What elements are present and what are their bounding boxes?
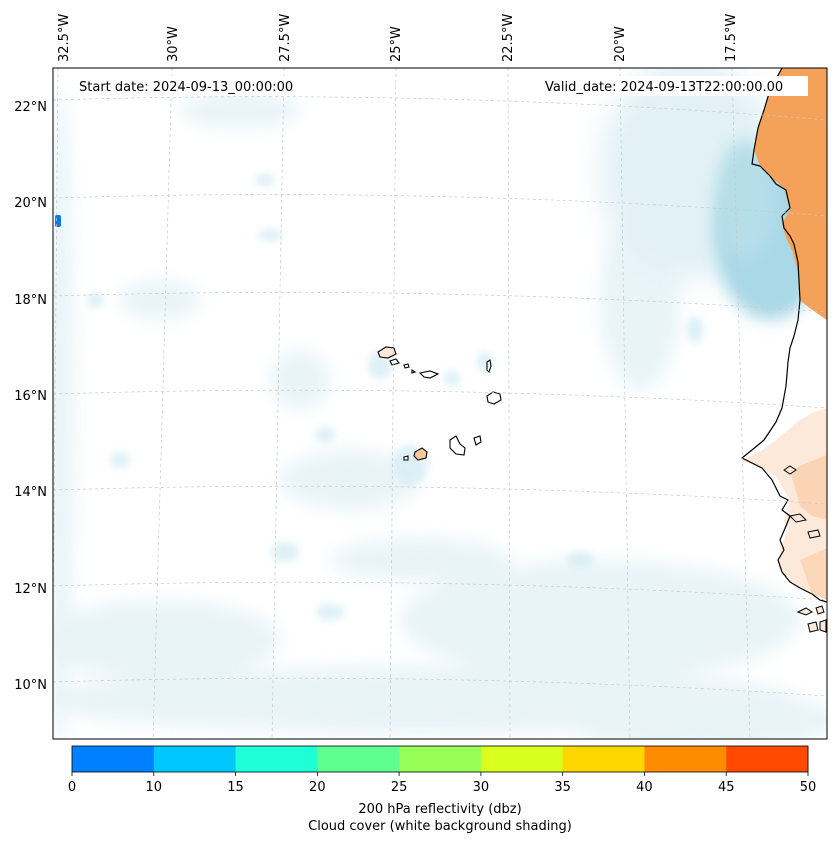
valid-date-annotation: Valid_date: 2024-09-13T22:00:00.00 [540, 76, 808, 96]
lat-label: 10°N [14, 678, 47, 693]
lat-label: 20°N [14, 196, 47, 211]
lon-label: 25°W [389, 26, 404, 62]
lat-label: 18°N [14, 293, 47, 308]
coastal-islands-guinea [783, 465, 827, 633]
lon-label: 22.5°W [501, 14, 516, 62]
colorbar-tick-label: 50 [800, 780, 817, 795]
colorbar-tick-label: 40 [636, 780, 653, 795]
start-date-annotation: Start date: 2024-09-13_00:00:00 [74, 76, 310, 96]
lat-label: 16°N [14, 389, 47, 404]
colorbar-tick-label: 10 [146, 780, 163, 795]
colorbar-segment [235, 746, 318, 772]
lon-label: 17.5°W [724, 14, 739, 62]
africa-land [742, 68, 827, 600]
colorbar-segment [480, 746, 564, 772]
lat-label: 14°N [14, 485, 47, 500]
lon-label: 30°W [166, 26, 181, 62]
graticule [53, 68, 827, 739]
valid-date-text: Valid_date: 2024-09-13T22:00:00.00 [545, 80, 783, 95]
start-date-text: Start date: 2024-09-13_00:00:00 [79, 80, 293, 95]
colorbar-segment [153, 746, 237, 772]
lat-label: 12°N [14, 582, 47, 597]
colorbar: 0 10 15 20 25 30 35 40 45 50 [68, 745, 817, 795]
colorbar-tick-label: 25 [391, 780, 408, 795]
africa-coastline [741, 68, 827, 603]
latitude-labels: 22°N 20°N 18°N 16°N 14°N 12°N 10°N [14, 100, 47, 693]
colorbar-segment [562, 746, 645, 772]
map-panel: Start date: 2024-09-13_00:00:00 Valid_da… [53, 68, 827, 739]
colorbar-tick-label: 35 [554, 780, 571, 795]
reflectivity-blob [55, 215, 61, 227]
colorbar-segment [317, 746, 400, 772]
colorbar-segment [644, 746, 727, 772]
lon-label: 32.5°W [57, 14, 72, 62]
map-frame [52, 67, 828, 740]
colorbar-tick-label: 0 [68, 780, 76, 795]
colorbar-tick-label: 15 [227, 780, 244, 795]
colorbar-segment [399, 746, 482, 772]
colorbar-tick-label: 20 [309, 780, 326, 795]
longitude-labels: 32.5°W 30°W 27.5°W 25°W 22.5°W 20°W 17.5… [57, 14, 739, 62]
colorbar-label-cloud-cover: Cloud cover (white background shading) [308, 819, 572, 834]
colorbar-tick-label: 30 [473, 780, 490, 795]
colorbar-label-reflectivity: 200 hPa reflectivity (dbz) [358, 802, 521, 817]
cape-verde-islands [377, 346, 502, 461]
lon-label: 27.5°W [278, 14, 293, 62]
colorbar-segment [72, 746, 155, 772]
lon-label: 20°W [613, 26, 628, 62]
cloud-cover-shading [53, 90, 827, 739]
colorbar-tick-label: 45 [718, 780, 735, 795]
colorbar-segment [726, 746, 809, 772]
colorbar-frame [71, 745, 809, 773]
lat-label: 22°N [14, 100, 47, 115]
